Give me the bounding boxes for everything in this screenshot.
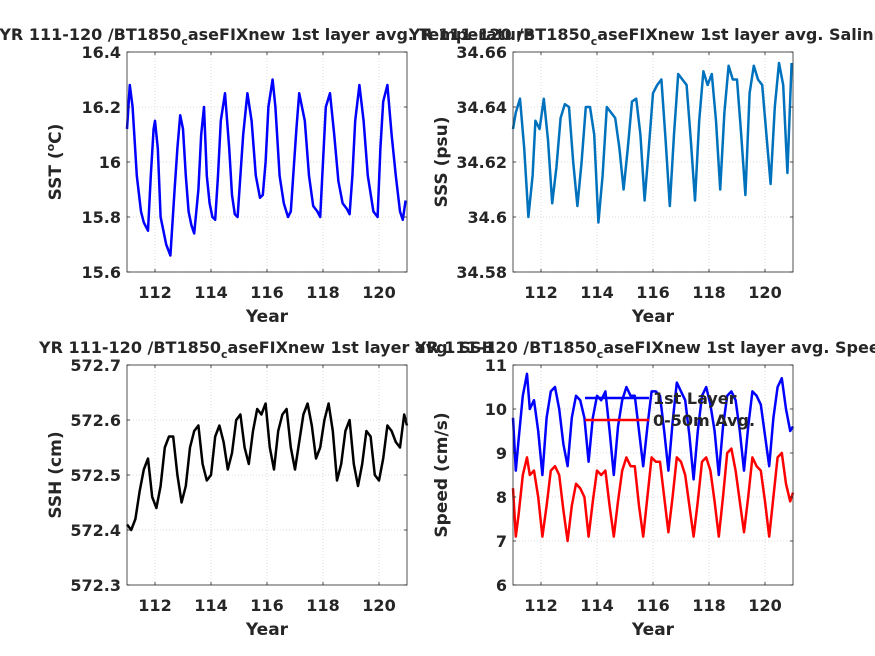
- legend-entry: 1st Layer: [653, 389, 737, 408]
- x-tick-label: 118: [306, 283, 339, 302]
- y-tick-label: 11: [485, 356, 507, 375]
- y-tick-label: 15.6: [82, 263, 121, 282]
- chart-panel-3: 112 114 116 118 120 572.3 572.4 572.5 572.6 572.7…: [38, 338, 495, 640]
- x-tick-label: 116: [250, 283, 283, 302]
- y-tick-label: 34.6: [468, 208, 507, 227]
- y-tick-label: 34.62: [456, 153, 507, 172]
- y-tick-label: 572.3: [70, 576, 121, 595]
- series-line-2: [511, 447, 795, 543]
- x-tick-label: 114: [580, 283, 613, 302]
- x-tick-label: 116: [636, 283, 669, 302]
- y-axis-label: SSS (psu): [432, 116, 452, 207]
- x-tick-label: 118: [692, 283, 725, 302]
- y-tick-label: 34.64: [456, 98, 507, 117]
- y-tick-label: 7: [496, 532, 507, 551]
- x-axis-label: Year: [245, 620, 289, 640]
- legend-entry: 0-50m Avg.: [653, 411, 755, 430]
- y-axis-label: SSH (cm): [46, 431, 66, 518]
- chart-title: YR 111-120 /BT1850caseFIXnew 1st layer a…: [0, 25, 535, 48]
- y-tick-label: 34.66: [456, 43, 507, 62]
- x-tick-label: 120: [362, 283, 395, 302]
- y-axis-label: SST (oC): [44, 124, 66, 201]
- y-tick-label: 16.4: [82, 43, 121, 62]
- x-axis-label: Year: [631, 620, 675, 640]
- y-tick-label: 572.6: [70, 411, 121, 430]
- chart-panel-2: 112 114 116 118 12034.5834.634.6234.6434.66Y…: [408, 25, 875, 327]
- x-axis-label: Year: [631, 307, 675, 327]
- x-axis-label: Year: [245, 307, 289, 327]
- chart-title: YR 111-120 /BT1850caseFIXnew 1st layer a…: [38, 338, 495, 361]
- y-tick-label: 6: [496, 576, 507, 595]
- series-line-1: [511, 372, 795, 481]
- y-tick-label: 572.4: [70, 521, 121, 540]
- y-tick-label: 9: [496, 444, 507, 463]
- x-tick-label: 114: [580, 596, 613, 615]
- y-tick-label: 572.5: [70, 466, 121, 485]
- x-tick-label: 118: [692, 596, 725, 615]
- series-line-1: [125, 78, 407, 257]
- x-tick-label: 118: [306, 596, 339, 615]
- x-tick-label: 112: [524, 283, 557, 302]
- y-axis-label: Speed (cm/s): [432, 412, 452, 537]
- legend: 1st Layer 0-50m Avg.: [585, 389, 755, 430]
- series-line-1: [511, 61, 793, 224]
- x-tick-label: 120: [748, 596, 781, 615]
- chart-title: YR 111-120 /BT1850caseFIXnew 1st layer a…: [408, 25, 875, 48]
- x-tick-label: 120: [748, 283, 781, 302]
- x-tick-label: 116: [250, 596, 283, 615]
- y-tick-label: 16.2: [82, 98, 121, 117]
- chart-panel-1: 112 114 116 118 120 15.6 15.8 16 16.2 16.4 Year SST…: [0, 25, 535, 327]
- y-tick-label: 10: [485, 400, 507, 419]
- y-tick-label: 8: [496, 488, 507, 507]
- chart-panel-4: 112 114 116 118 120 6 7 8 9 10 11 Year Speed (cm/s) Y…: [414, 338, 875, 640]
- x-tick-label: 112: [138, 596, 171, 615]
- x-tick-label: 112: [524, 596, 557, 615]
- chart-title: YR 111-120 /BT1850caseFIXnew 1st layer a…: [414, 338, 875, 361]
- x-tick-label: 120: [362, 596, 395, 615]
- x-tick-label: 116: [636, 596, 669, 615]
- x-tick-label: 114: [194, 596, 227, 615]
- x-tick-label: 112: [138, 283, 171, 302]
- y-tick-label: 572.7: [70, 356, 121, 375]
- y-tick-label: 16: [99, 153, 121, 172]
- y-tick-label: 34.58: [456, 263, 507, 282]
- x-tick-label: 114: [194, 283, 227, 302]
- series-line-1: [126, 402, 409, 532]
- y-tick-label: 15.8: [82, 208, 121, 227]
